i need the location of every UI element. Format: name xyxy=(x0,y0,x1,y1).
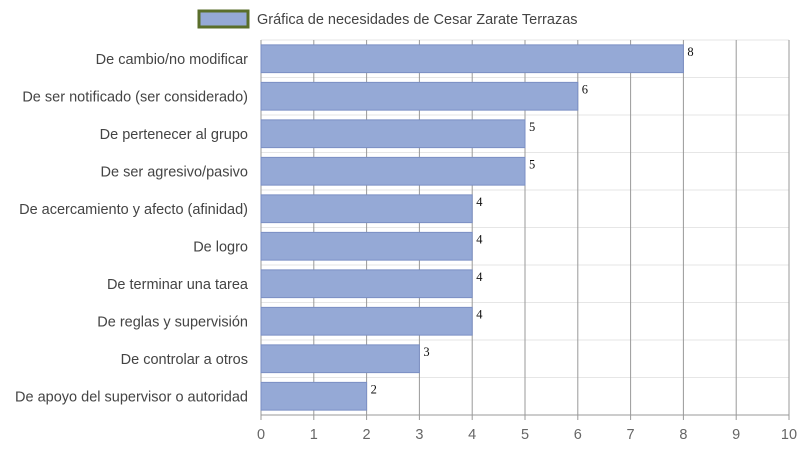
data-label: 8 xyxy=(687,45,693,59)
bar xyxy=(260,119,526,149)
x-tick-label: 5 xyxy=(521,427,529,443)
category-label: De apoyo del supervisor o autoridad xyxy=(15,389,248,405)
bar xyxy=(260,44,684,74)
category-label: De controlar a otros xyxy=(121,352,248,368)
legend-label: Gráfica de necesidades de Cesar Zarate T… xyxy=(257,12,578,28)
data-label: 4 xyxy=(476,307,483,321)
bar xyxy=(260,344,420,374)
data-label: 4 xyxy=(476,232,483,246)
data-label: 3 xyxy=(423,345,429,359)
bar xyxy=(260,194,473,224)
bar xyxy=(260,306,473,336)
x-tick-label: 7 xyxy=(627,427,635,443)
data-label: 6 xyxy=(582,82,588,96)
category-label: De terminar una tarea xyxy=(107,277,249,293)
category-label: De acercamiento y afecto (afinidad) xyxy=(19,202,248,218)
data-label: 4 xyxy=(476,270,483,284)
x-tick-label: 2 xyxy=(363,427,371,443)
bar xyxy=(260,381,368,411)
bar xyxy=(260,156,526,186)
x-tick-label: 3 xyxy=(415,427,423,443)
legend-swatch xyxy=(197,9,250,29)
category-label: De pertenecer al grupo xyxy=(100,127,248,143)
category-label: De ser agresivo/pasivo xyxy=(101,164,249,180)
x-tick-label: 8 xyxy=(679,427,687,443)
data-label: 5 xyxy=(529,120,535,134)
legend: Gráfica de necesidades de Cesar Zarate T… xyxy=(197,9,578,29)
x-tick-label: 0 xyxy=(257,427,265,443)
data-label: 2 xyxy=(371,382,377,396)
bar xyxy=(260,231,473,261)
bar xyxy=(260,269,473,299)
x-tick-label: 9 xyxy=(732,427,740,443)
data-labels: 8 6 5 5 4 4 4 4 3 2 xyxy=(371,45,694,397)
x-axis: 0 1 2 3 4 5 6 7 8 9 10 xyxy=(257,427,797,443)
bar xyxy=(260,81,579,111)
category-label: De logro xyxy=(193,239,248,255)
category-label: De ser notificado (ser considerado) xyxy=(22,89,248,105)
x-tick-label: 6 xyxy=(574,427,582,443)
bars xyxy=(260,44,684,411)
data-label: 4 xyxy=(476,195,483,209)
x-tick-label: 1 xyxy=(310,427,318,443)
x-tick-label: 4 xyxy=(468,427,476,443)
category-label: De reglas y supervisión xyxy=(97,314,248,330)
x-tick-label: 10 xyxy=(781,427,797,443)
data-label: 5 xyxy=(529,157,535,171)
category-label: De cambio/no modificar xyxy=(96,52,248,68)
category-labels: De cambio/no modificar De ser notificado … xyxy=(15,52,249,406)
